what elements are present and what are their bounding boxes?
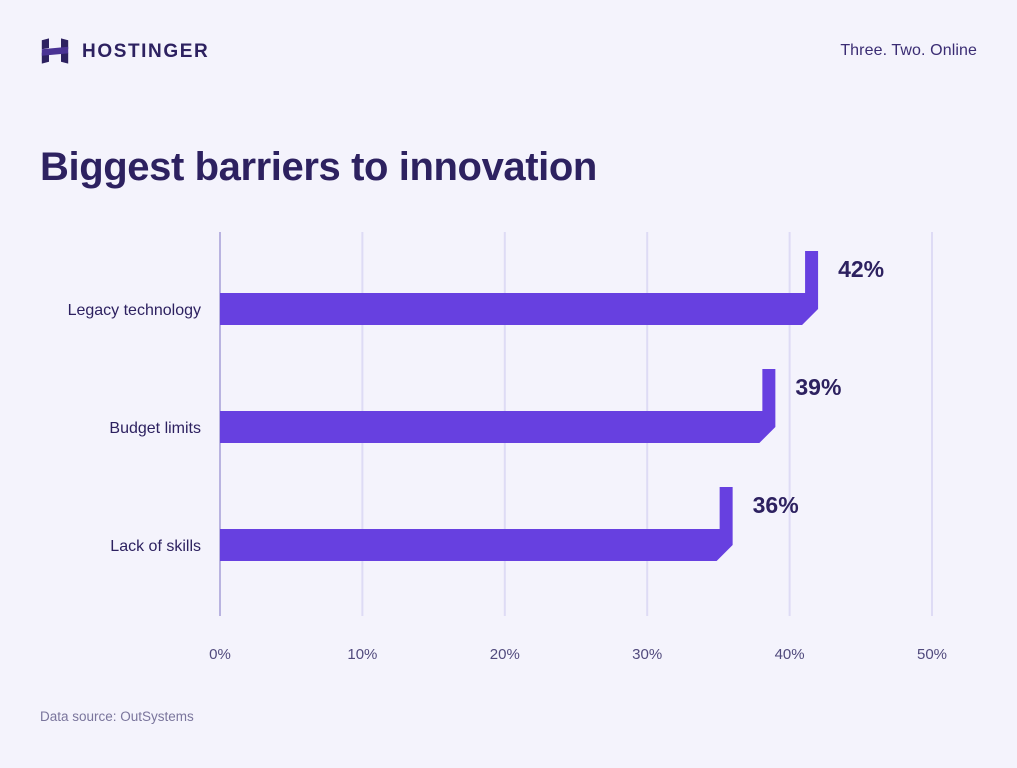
x-tick-label-2: 20% <box>490 646 520 663</box>
chart-value-labels: 42% 39% 36% <box>753 256 884 518</box>
value-label-3: 36% <box>753 492 799 518</box>
x-tick-label-0: 0% <box>209 646 231 663</box>
x-tick-label-1: 10% <box>347 646 377 663</box>
chart-x-tick-labels: 0% 10% 20% 30% 40% 50% <box>209 646 947 663</box>
page-header: HOSTINGER Three. Two. Online <box>40 36 977 76</box>
brand-lockup: HOSTINGER <box>40 36 209 66</box>
data-source-note: Data source: OutSystems <box>40 709 194 724</box>
page-title: Biggest barriers to innovation <box>40 144 597 189</box>
category-label-3: Lack of skills <box>110 538 201 555</box>
value-label-2: 39% <box>795 374 841 400</box>
brand-tagline: Three. Two. Online <box>840 42 977 59</box>
x-tick-label-4: 40% <box>775 646 805 663</box>
x-tick-label-5: 50% <box>917 646 947 663</box>
category-label-2: Budget limits <box>109 420 201 437</box>
bar-2 <box>220 369 776 443</box>
hostinger-h-mark-icon <box>41 38 69 64</box>
value-label-1: 42% <box>838 256 884 282</box>
chart-category-labels: Legacy technology Budget limits Lack of sk… <box>68 302 201 555</box>
bar-3 <box>220 487 733 561</box>
bar-1 <box>220 251 819 325</box>
brand-name: HOSTINGER <box>82 40 210 62</box>
category-label-1: Legacy technology <box>68 302 201 319</box>
chart-gridlines <box>361 232 933 616</box>
x-tick-label-3: 30% <box>632 646 662 663</box>
chart-bars <box>220 251 819 561</box>
